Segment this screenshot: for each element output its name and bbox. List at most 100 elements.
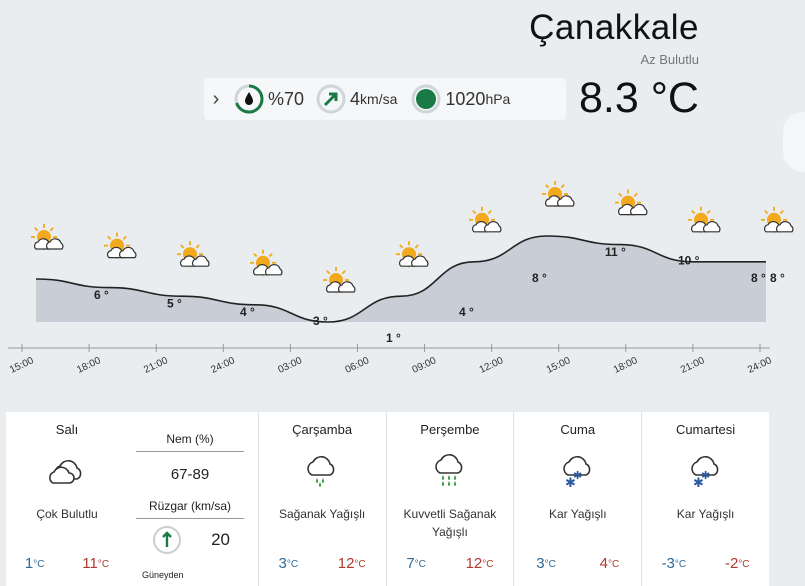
- max-temp: 12°C: [337, 555, 366, 572]
- wind-label: Rüzgar (km/sa): [136, 499, 244, 519]
- partly-cloudy-icon: [469, 206, 502, 233]
- hourly-temp-label: 8 °: [532, 271, 547, 285]
- time-tick-label: 24:00: [746, 355, 774, 376]
- current-temperature: 8.3 °C: [579, 74, 699, 122]
- hourly-temp-label: 11 °: [605, 245, 626, 259]
- time-tick-label: 12:00: [478, 355, 506, 376]
- partly-cloudy-icon: [688, 206, 721, 233]
- time-tick-label: 15:00: [8, 355, 36, 376]
- time-tick-label: 09:00: [411, 355, 439, 376]
- svg-text:✱: ✱: [701, 469, 710, 482]
- day-temperatures: 1°C 11°C: [6, 555, 128, 572]
- time-tick-label: 24:00: [209, 355, 237, 376]
- hourly-temp-label: 8 °: [751, 271, 766, 285]
- pressure-stat: 1020 hPa: [411, 84, 510, 114]
- day-card-2[interactable]: Perşembe Kuvvetli Sağanak Yağışlı 7°C 12…: [387, 412, 515, 586]
- time-tick-label: 15:00: [545, 355, 573, 376]
- time-tick-label: 18:00: [612, 355, 640, 376]
- cloudy-icon: [49, 460, 82, 484]
- day-condition: Sağanak Yağışlı: [278, 507, 366, 521]
- min-temp: 1°C: [24, 555, 45, 572]
- day-card-4[interactable]: Cumartesi ✱ ✱ Kar Yağışlı -3°C -2°C: [642, 412, 769, 586]
- day-condition: Kar Yağışlı: [548, 507, 607, 521]
- time-tick-label: 21:00: [679, 355, 707, 376]
- partly-cloudy-icon: [323, 267, 356, 293]
- hourly-temp-label: 10 °: [678, 254, 700, 268]
- wind-direction-label: Güneyden: [142, 570, 184, 580]
- time-tick-label: 21:00: [142, 355, 170, 376]
- humidity-range: 67-89: [170, 466, 210, 483]
- day-condition: Çok Bulutlu: [36, 507, 98, 521]
- today-details: Nem (%) 67-89 Rüzgar (km/sa) 20 Güneyden: [130, 412, 250, 586]
- wind-stat: 4 km/sa: [316, 84, 397, 114]
- max-temp: 4°C: [599, 555, 620, 572]
- svg-text:✱: ✱: [693, 476, 704, 489]
- partly-cloudy-icon: [761, 206, 794, 233]
- day-temperatures: -3°C -2°C: [642, 555, 769, 572]
- chevron-right-icon[interactable]: ›: [212, 87, 220, 110]
- wind-value: 4: [350, 88, 361, 109]
- day-name: Salı: [55, 422, 79, 437]
- today-card[interactable]: Salı Çok Bulutlu 1°C 11°C Nem (%) 67-89 …: [6, 412, 259, 586]
- partly-cloudy-icon: [104, 232, 137, 259]
- hourly-temp-label: 3 °: [313, 314, 328, 328]
- partly-cloudy-icon: [177, 241, 210, 268]
- humidity-value: %70: [268, 88, 305, 109]
- time-tick-label: 06:00: [344, 355, 372, 376]
- partly-cloudy-icon: [396, 241, 429, 268]
- wind-speed: 20: [211, 530, 230, 549]
- partly-cloudy-icon: [31, 224, 64, 250]
- day-temperatures: 7°C 12°C: [387, 555, 514, 572]
- day-temperatures: 3°C 4°C: [514, 555, 641, 572]
- partly-cloudy-icon: [542, 181, 575, 207]
- current-stats-bar: › %70 4 km/sa 1020 hPa: [204, 78, 566, 120]
- day-name: Perşembe: [420, 422, 480, 437]
- pressure-icon: [411, 84, 441, 114]
- current-condition: Az Bulutlu: [640, 52, 699, 67]
- temperature-area: [36, 236, 766, 322]
- day-condition: Kuvvetli Sağanak Yağışlı: [403, 507, 497, 539]
- snow-icon: ✱ ✱: [690, 456, 718, 489]
- partly-cloudy-icon: [250, 249, 283, 276]
- partly-cloudy-icon: [615, 189, 648, 216]
- day-name: Çarşamba: [292, 422, 353, 437]
- time-tick-label: 18:00: [75, 355, 103, 376]
- hourly-temp-label: 4 °: [240, 305, 255, 319]
- min-temp: -3°C: [661, 555, 687, 572]
- day-temperatures: 3°C 12°C: [259, 555, 386, 572]
- shower-icon: [307, 456, 335, 487]
- min-temp: 3°C: [536, 555, 556, 572]
- day-card-3[interactable]: Cuma ✱ ✱ Kar Yağışlı 3°C 4°C: [514, 412, 643, 586]
- max-temp: -2°C: [724, 555, 750, 572]
- min-temp: 7°C: [406, 555, 426, 572]
- humidity-icon: [234, 84, 264, 114]
- humidity-label: Nem (%): [136, 432, 244, 452]
- day-name: Cuma: [560, 422, 596, 437]
- svg-text:✱: ✱: [573, 469, 582, 482]
- time-tick-label: 03:00: [276, 355, 304, 376]
- today-summary: Salı Çok Bulutlu 1°C 11°C: [6, 412, 128, 586]
- hourly-temp-label: 4 °: [459, 305, 474, 319]
- pressure-value: 1020: [445, 88, 486, 109]
- day-card-1[interactable]: Çarşamba Sağanak Yağışlı 3°C 12°C: [259, 412, 387, 586]
- snow-icon: ✱ ✱: [562, 456, 591, 489]
- svg-text:✱: ✱: [565, 476, 576, 489]
- wind-arrow-icon: [316, 84, 346, 114]
- hourly-temp-label: 6 °: [94, 288, 109, 302]
- max-temp: 11°C: [82, 555, 110, 572]
- hourly-temp-label: 1 °: [386, 331, 401, 345]
- daily-forecast: Salı Çok Bulutlu 1°C 11°C Nem (%) 67-89 …: [6, 412, 769, 586]
- hourly-temp-label: 5 °: [167, 297, 182, 311]
- hourly-temperature-chart: 6 ° 5 ° 4 ° 3 ° 1 ° 4 ° 8 ° 11 ° 10 ° 8 ° 8 ° 15:00…: [8, 181, 794, 376]
- pressure-unit: hPa: [485, 91, 511, 107]
- day-name: Cumartesi: [675, 422, 736, 437]
- city-name: Çanakkale: [529, 8, 699, 47]
- hourly-temp-label: 8 °: [770, 271, 785, 285]
- wind-row: 20: [130, 525, 250, 555]
- wind-direction-icon: [153, 526, 181, 554]
- background-cloud: [783, 112, 805, 172]
- wind-unit: km/sa: [360, 91, 398, 107]
- humidity-stat: %70: [234, 84, 304, 114]
- max-temp: 12°C: [465, 555, 494, 572]
- heavy-shower-icon: [435, 454, 463, 486]
